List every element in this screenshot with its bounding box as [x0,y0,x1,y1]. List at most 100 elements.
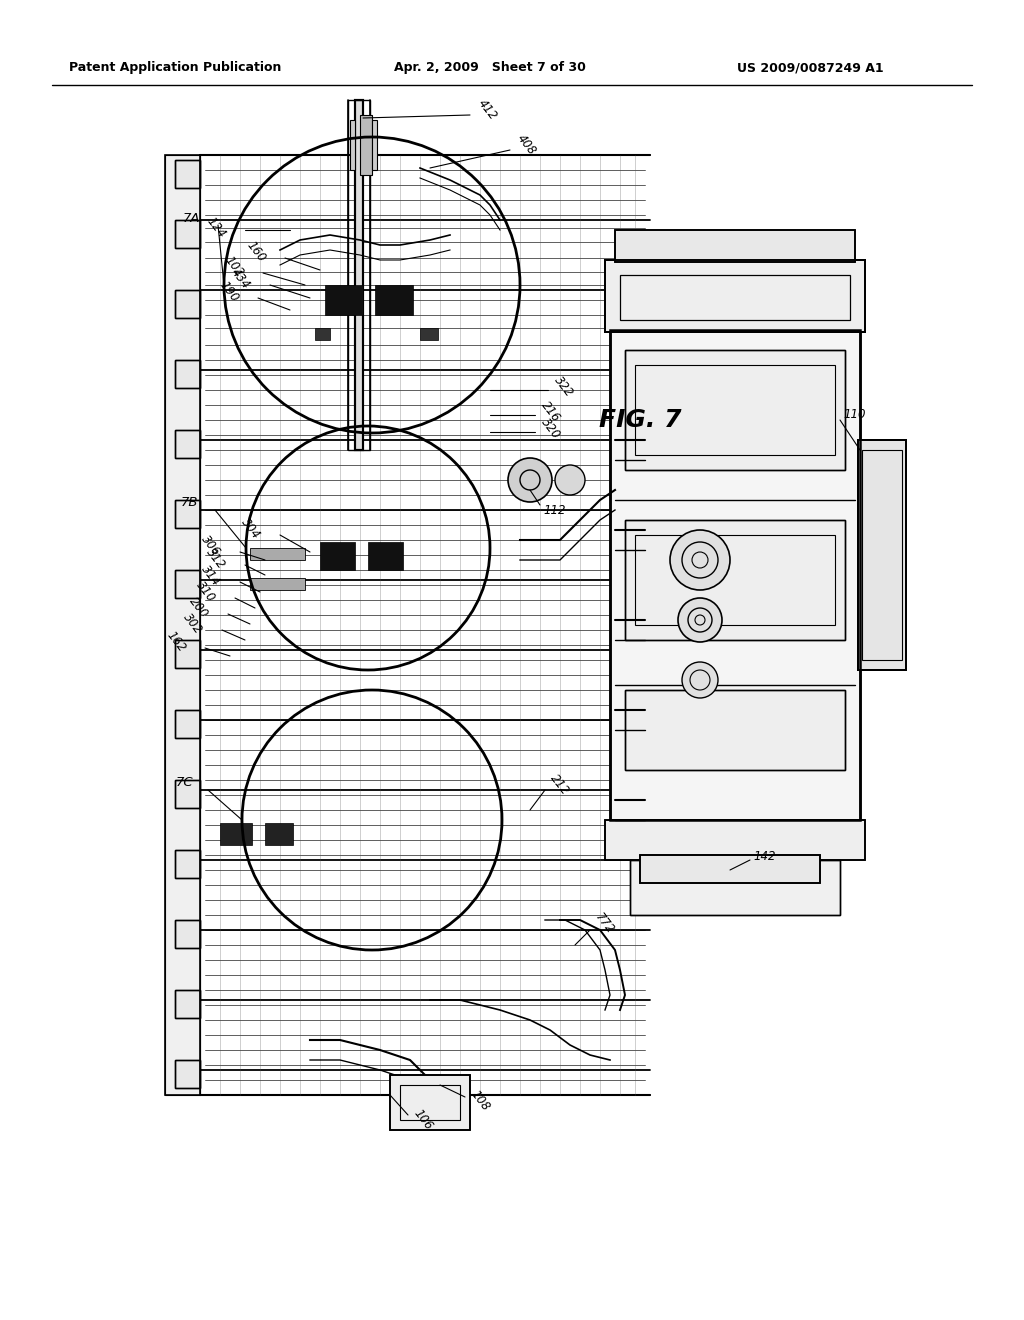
Bar [862,450,902,660]
Bar [175,430,200,458]
Text: 304: 304 [239,516,263,543]
Bar [175,1060,200,1088]
Bar [250,548,305,560]
Bar [175,220,200,248]
Text: 412: 412 [475,98,499,123]
Bar [375,285,413,315]
Circle shape [678,598,722,642]
Bar [635,535,835,624]
Circle shape [670,531,730,590]
Bar [610,330,860,820]
Text: 408: 408 [514,132,538,158]
Bar [315,327,330,341]
Bar [630,861,840,915]
Bar [175,430,200,458]
Bar [390,1074,470,1130]
Bar [605,260,865,333]
Bar [615,230,855,261]
Bar [175,710,200,738]
Bar [360,115,372,176]
Bar [175,1060,200,1088]
Bar [625,690,845,770]
Text: 108: 108 [468,1088,493,1114]
Bar [400,1085,460,1119]
Bar [265,822,293,845]
Text: 162: 162 [164,630,188,655]
Bar [175,220,200,248]
Bar [175,500,200,528]
Bar [175,290,200,318]
Text: 7C: 7C [175,776,193,789]
Text: 310: 310 [194,579,218,605]
Bar [640,855,820,883]
Bar [355,100,362,450]
Circle shape [555,465,585,495]
Bar [175,990,200,1018]
Text: 772: 772 [593,911,617,937]
Circle shape [508,458,552,502]
Text: 110: 110 [843,408,865,421]
Bar [175,290,200,318]
Text: 434: 434 [229,267,253,292]
Text: 314: 314 [199,564,223,589]
Text: Patent Application Publication: Patent Application Publication [69,62,282,74]
Text: 320: 320 [539,416,563,442]
Bar [625,520,845,640]
Text: 7A: 7A [182,211,200,224]
Bar [625,350,845,470]
Bar [175,570,200,598]
Bar [250,578,305,590]
Bar [175,640,200,668]
Bar [175,160,200,187]
Bar [175,990,200,1018]
Bar [175,780,200,808]
Text: FIG. 7: FIG. 7 [599,408,681,432]
Bar [175,640,200,668]
Text: Apr. 2, 2009   Sheet 7 of 30: Apr. 2, 2009 Sheet 7 of 30 [394,62,586,74]
Bar [175,850,200,878]
Bar [625,350,845,470]
Bar [372,120,377,170]
Bar [165,154,200,1096]
Bar [620,275,850,319]
Bar [350,120,355,170]
Bar [165,154,200,1096]
Text: 216: 216 [539,399,563,425]
Bar [640,855,820,883]
Bar [625,690,845,770]
Bar [175,360,200,388]
Bar [175,710,200,738]
Text: 322: 322 [552,374,577,400]
Bar [625,520,845,640]
Bar [348,100,370,450]
Bar [605,820,865,861]
Bar [175,850,200,878]
Text: 142: 142 [753,850,775,863]
Bar [175,500,200,528]
Text: 212: 212 [548,772,572,797]
Circle shape [682,663,718,698]
Bar [368,543,403,570]
Bar [175,160,200,187]
Bar [355,100,362,450]
Bar [175,780,200,808]
Text: 160: 160 [244,239,268,265]
Text: 302: 302 [181,611,205,636]
Bar [325,285,362,315]
Text: 7B: 7B [180,496,198,510]
Bar [858,440,906,671]
Bar [175,360,200,388]
Bar [175,920,200,948]
Bar [175,570,200,598]
Bar [605,260,865,333]
Bar [630,861,840,915]
Bar [610,330,860,820]
Text: 102: 102 [222,255,246,280]
Text: 312: 312 [204,546,228,572]
Bar [605,820,865,861]
Text: 124: 124 [204,215,228,240]
Bar [858,440,906,671]
Bar [615,230,855,261]
Bar [635,366,835,455]
Text: 306: 306 [199,533,223,558]
